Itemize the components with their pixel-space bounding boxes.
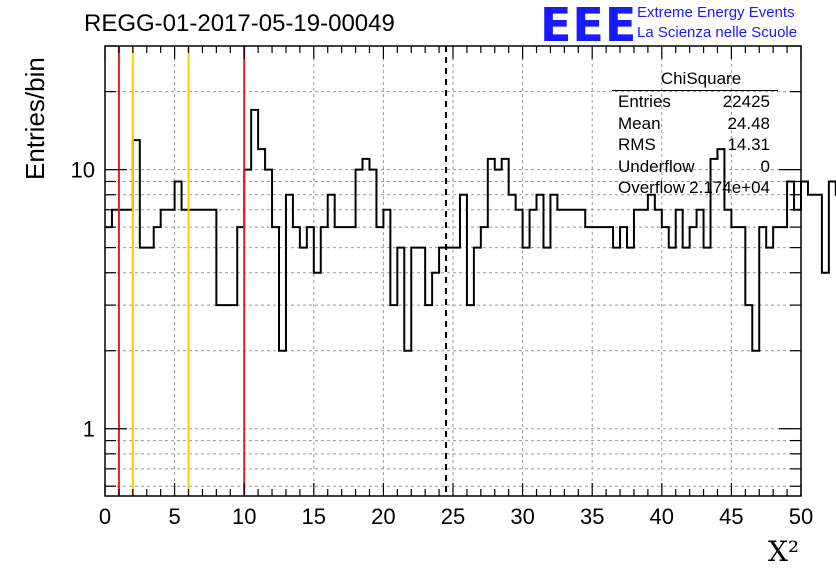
x-tick-label: 10 <box>232 504 256 529</box>
x-tick-label: 45 <box>719 504 743 529</box>
x-tick-label: 40 <box>650 504 674 529</box>
stats-label: Underflow <box>618 156 695 176</box>
x-tick-label: 20 <box>371 504 395 529</box>
stats-row-overflow: Overflow 2.174e+04 <box>612 177 780 199</box>
logo-line-1: Extreme Energy Events <box>637 4 795 21</box>
stats-title: ChiSquare <box>660 69 742 88</box>
stats-label: Entries <box>618 92 671 111</box>
marker-lines <box>117 46 448 496</box>
stats-row-entries: Entries 22425 <box>612 91 780 113</box>
y-tick-label: 1 <box>83 417 95 442</box>
histogram-line <box>105 108 836 352</box>
x-tick-label: 35 <box>580 504 604 529</box>
x-tick-label: 15 <box>302 504 326 529</box>
x-tick-label: 5 <box>168 504 180 529</box>
x-tick-label: 50 <box>789 504 813 529</box>
stats-label: Overflow <box>618 178 686 197</box>
axis-ticks <box>104 45 802 496</box>
stats-label: Mean <box>618 113 661 133</box>
stats-row-mean: Mean 24.48 <box>612 113 780 135</box>
x-tick-label: 30 <box>510 504 534 529</box>
stats-row-underflow: Underflow 0 <box>612 156 780 178</box>
eee-logo: EEE <box>540 0 638 52</box>
x-tick-label: 0 <box>99 504 111 529</box>
logo-line-2: La Scienza nelle Scuole <box>637 24 798 41</box>
stats-value: 24.48 <box>727 113 770 133</box>
x-axis-label: X² <box>768 535 800 568</box>
stats-row-rms: RMS 14.31 <box>612 134 780 156</box>
stats-value: 2.174e+04 <box>689 178 770 197</box>
axis-tick-labels: 0 5 10 15 20 25 30 35 40 45 50 1 10 <box>71 158 814 529</box>
stats-divider <box>612 90 778 91</box>
stats-label: RMS <box>618 135 656 154</box>
stats-value: 0 <box>760 156 770 176</box>
x-tick-label: 25 <box>441 504 465 529</box>
stats-value: 14.31 <box>727 135 770 154</box>
grid-lines <box>105 46 801 496</box>
chart-title: REGG-01-2017-05-19-00049 <box>84 10 395 37</box>
histogram-series <box>105 108 836 352</box>
stats-value: 22425 <box>722 92 770 111</box>
stats-box: ChiSquare Entries 22425 Mean 24.48 RMS 1… <box>612 68 780 199</box>
y-tick-label: 10 <box>71 158 95 183</box>
y-axis-label: Entries/bin <box>20 57 50 180</box>
